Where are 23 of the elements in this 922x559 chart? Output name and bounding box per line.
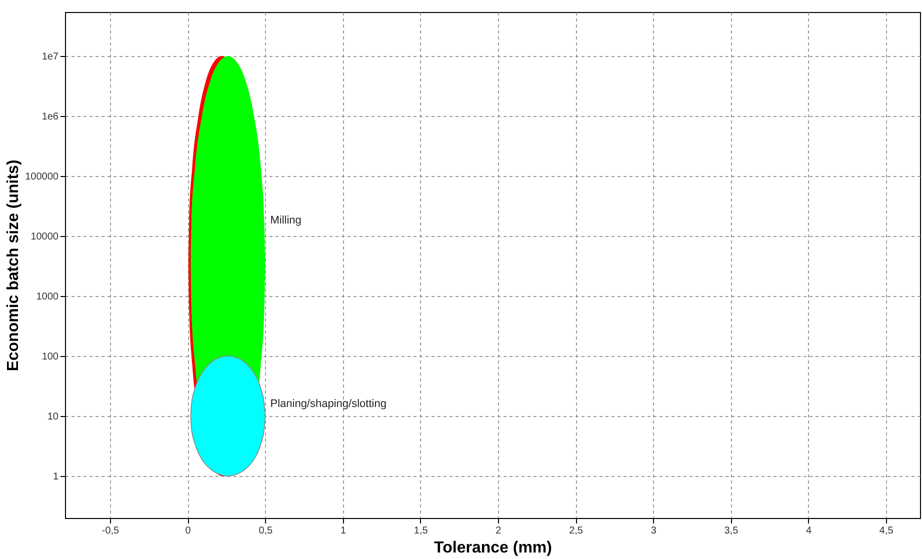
y-tick-label: 1e6: [42, 111, 59, 122]
x-tick-label: 0: [185, 526, 192, 536]
x-tick-label: 4: [806, 526, 812, 536]
y-tick-label: 10000: [30, 231, 59, 242]
annotation: Planing/shaping/slotting: [270, 398, 386, 410]
x-tick-label: 3: [650, 526, 657, 536]
x-tick-label: 3,5: [724, 526, 739, 536]
annotation: Milling: [270, 214, 302, 227]
x-tick-label: -0,5: [102, 526, 120, 536]
x-axis-title: Tolerance (mm): [434, 540, 552, 556]
x-tick-label: 0,5: [258, 526, 274, 536]
y-tick-label: 1: [52, 472, 59, 483]
y-axis-title: Economic batch size (units): [5, 160, 22, 372]
x-tick-label: 1,5: [414, 526, 428, 536]
x-tick-label: 4,5: [879, 526, 894, 536]
y-tick-label: 1e7: [42, 51, 59, 62]
y-tick-label: 100: [42, 352, 59, 363]
y-tick-label: 10: [47, 412, 59, 423]
x-tick-label: 1: [340, 526, 346, 536]
x-tick-label: 2: [496, 526, 502, 536]
x-tick-label: 2,5: [569, 526, 584, 536]
y-tick-label: 1000: [36, 292, 59, 303]
y-tick-label: 100000: [25, 171, 59, 182]
